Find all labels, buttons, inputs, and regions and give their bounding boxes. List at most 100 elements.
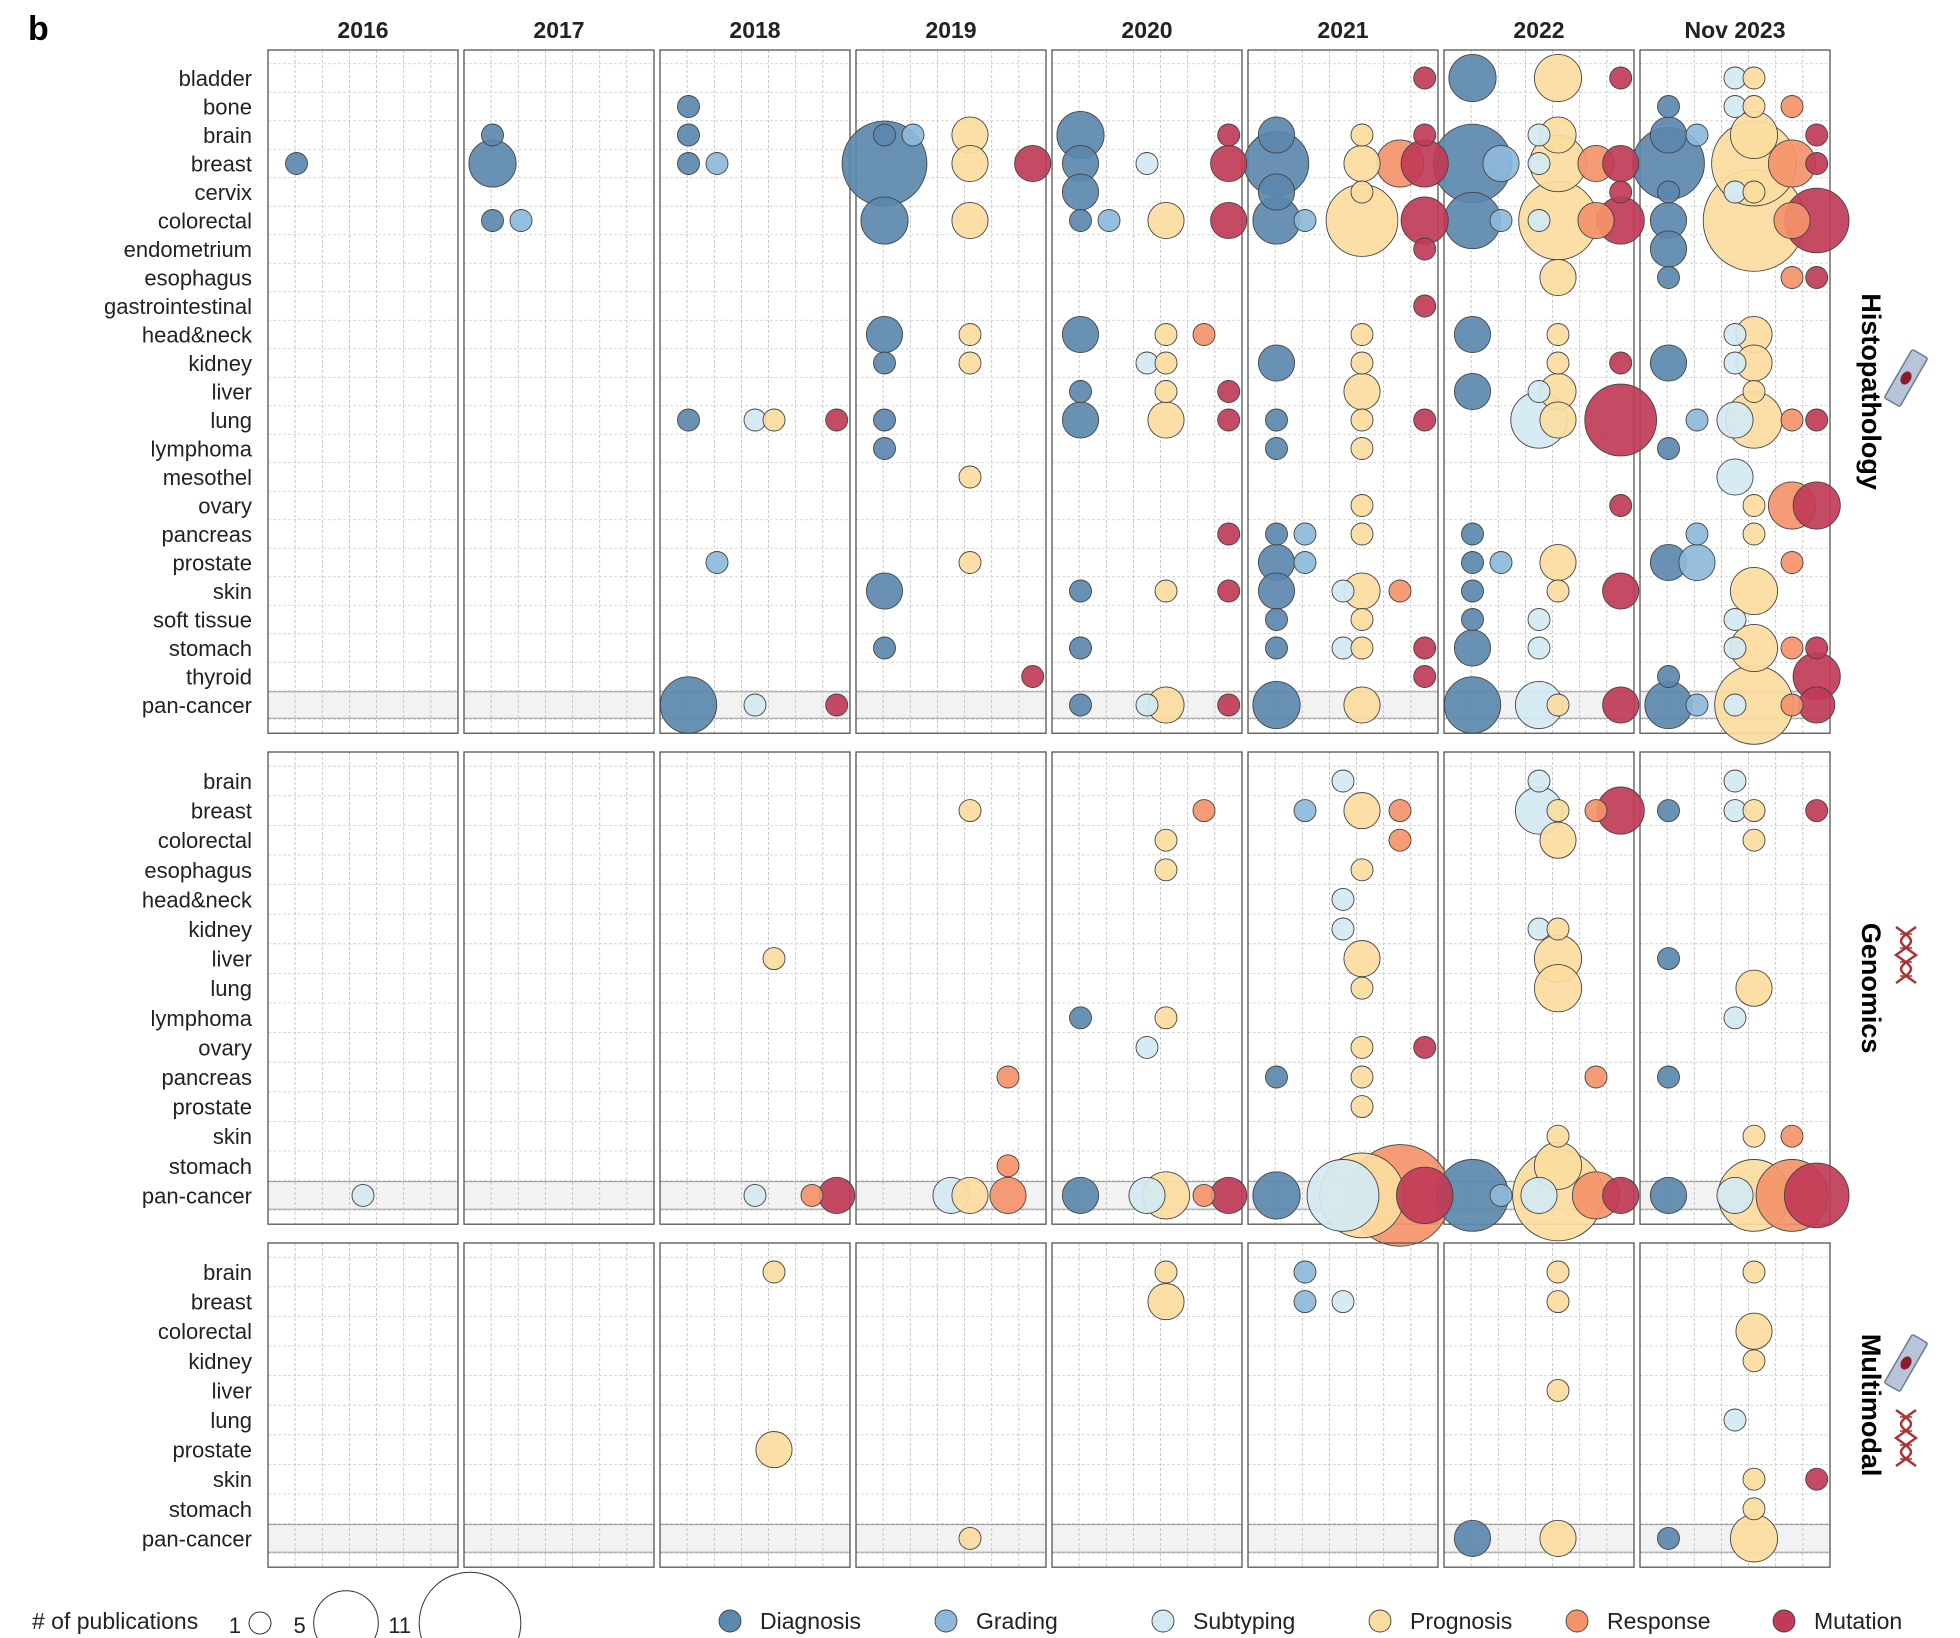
bubble-mutation <box>818 1176 856 1214</box>
bubble-mutation <box>1602 144 1640 183</box>
bubble-grading <box>1293 209 1317 232</box>
bubble-diagnosis <box>1257 344 1296 382</box>
bubble-subtyping <box>1723 351 1747 375</box>
row-label: colorectal <box>158 1319 252 1344</box>
bubble-mutation <box>1210 144 1248 183</box>
bubble-prognosis <box>1742 1124 1766 1148</box>
bubble-diagnosis <box>1657 1065 1680 1089</box>
panel-frame <box>267 1242 459 1568</box>
bubble-response <box>1780 551 1804 574</box>
bubble-prognosis <box>1533 964 1583 1013</box>
bubble-prognosis <box>1350 858 1374 882</box>
bubble-diagnosis <box>1448 53 1497 103</box>
row-label: lung <box>210 976 252 1001</box>
bubble-prognosis <box>1154 579 1178 603</box>
bubble-prognosis <box>1742 1260 1766 1284</box>
bubble-subtyping <box>1331 1290 1355 1314</box>
bubble-prognosis <box>1343 372 1381 411</box>
bubble-diagnosis <box>1252 680 1301 730</box>
row-label: head&neck <box>142 323 253 348</box>
row-label: lymphoma <box>151 437 253 462</box>
bubble-mutation <box>1413 636 1437 660</box>
bubble-prognosis <box>1350 1095 1374 1119</box>
bubble-grading <box>901 123 925 147</box>
bubble-grading <box>1489 209 1513 232</box>
bubble-prognosis <box>1546 693 1570 717</box>
bubble-diagnosis <box>1061 401 1100 439</box>
bubble-response <box>1192 323 1216 346</box>
row-label: stomach <box>169 1497 252 1522</box>
bubble-prognosis <box>1350 123 1374 147</box>
bubble-response <box>1780 1124 1804 1148</box>
bubble-response <box>1388 799 1412 823</box>
bubble-response <box>1773 201 1811 240</box>
year-header: 2016 <box>337 17 388 43</box>
bubble-prognosis <box>1350 1065 1374 1089</box>
bubble-mutation <box>1413 294 1437 318</box>
bubble-prognosis <box>1539 543 1577 582</box>
dna-icon <box>1893 1408 1919 1468</box>
pan-cancer-band <box>463 1181 655 1210</box>
bubble-prognosis <box>1154 858 1178 882</box>
row-label: breast <box>191 152 252 177</box>
bubble-diagnosis <box>1265 1065 1288 1089</box>
bubble-grading <box>1293 1260 1317 1284</box>
bubble-prognosis <box>762 947 786 971</box>
bubble-subtyping <box>1716 401 1754 439</box>
bubble-subtyping <box>1331 579 1355 603</box>
bubble-prognosis <box>1350 351 1374 375</box>
panel-frame <box>1247 1242 1439 1568</box>
bubble-mutation <box>1805 152 1829 175</box>
bubble-prognosis <box>1539 401 1577 439</box>
section-label: Histopathology <box>1856 293 1886 490</box>
bubble-mutation <box>1413 237 1437 261</box>
size-legend-value: 1 <box>229 1613 241 1638</box>
bubble-mutation <box>1805 266 1829 289</box>
bubble-grading <box>1293 1290 1317 1314</box>
bubble-prognosis <box>1546 351 1570 375</box>
bubble-subtyping <box>1527 769 1551 793</box>
row-label: prostate <box>173 551 253 576</box>
panel-frame <box>463 751 655 1225</box>
bubble-prognosis <box>762 408 786 432</box>
bubble-diagnosis <box>1061 1176 1100 1214</box>
bubble-diagnosis <box>677 152 700 175</box>
bubble-subtyping <box>1527 608 1551 631</box>
row-label: bladder <box>179 66 252 91</box>
size-legend-circle <box>313 1590 379 1638</box>
bubble-mutation <box>1609 180 1633 204</box>
bubble-prognosis <box>958 351 982 375</box>
year-header: 2021 <box>1317 17 1368 43</box>
bubble-prognosis <box>958 465 982 489</box>
bubble-mutation <box>1805 799 1829 823</box>
row-label: skin <box>213 1124 252 1149</box>
bubble-subtyping <box>1527 152 1551 175</box>
bubble-diagnosis <box>677 123 700 147</box>
bubble-diagnosis <box>1061 173 1100 211</box>
bubble-prognosis <box>1147 201 1185 240</box>
slide-icon <box>1884 1334 1928 1392</box>
bubble-mutation <box>1400 139 1449 188</box>
panel-frame <box>267 751 459 1225</box>
bubble-diagnosis <box>1265 522 1288 546</box>
bubble-response <box>1780 693 1804 717</box>
bubble-diagnosis <box>1657 1526 1680 1550</box>
bubble-prognosis <box>1350 437 1374 460</box>
bubble-prognosis <box>1350 608 1374 631</box>
panel-frame <box>1051 751 1243 1225</box>
size-legend-title: # of publications <box>32 1608 198 1634</box>
bubble-prognosis <box>1147 1283 1185 1321</box>
size-legend-circle <box>418 1571 522 1638</box>
size-legend-value: 11 <box>388 1613 411 1638</box>
bubble-diagnosis <box>1069 579 1092 603</box>
row-label: kidney <box>188 351 252 376</box>
bubble-diagnosis <box>1461 522 1484 546</box>
panel-frame <box>855 49 1047 734</box>
row-label: esophagus <box>144 858 252 883</box>
row-label: gastrointestinal <box>104 294 252 319</box>
bubble-prognosis <box>951 144 989 183</box>
row-label: endometrium <box>124 237 252 262</box>
row-label: liver <box>212 380 252 405</box>
row-label: breast <box>191 799 252 824</box>
bubble-mutation <box>1217 579 1241 603</box>
